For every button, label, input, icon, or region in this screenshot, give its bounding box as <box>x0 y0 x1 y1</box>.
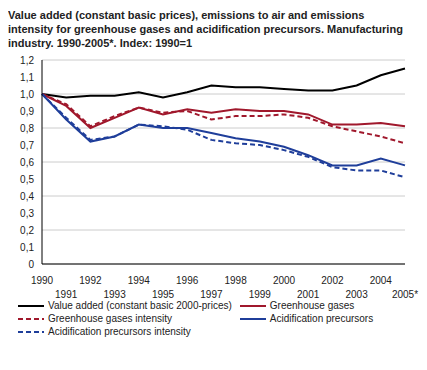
svg-text:1993: 1993 <box>103 289 126 300</box>
svg-text:0,3: 0,3 <box>20 208 34 219</box>
svg-text:0,7: 0,7 <box>20 140 34 151</box>
svg-text:1,0: 1,0 <box>20 89 34 100</box>
html-text:Acidification precursors inten: Acidification precursors intensity <box>48 326 191 337</box>
svg-text:2000: 2000 <box>273 275 296 286</box>
svg-text:1991: 1991 <box>55 289 78 300</box>
svg-text:1994: 1994 <box>128 275 151 286</box>
svg-text:2004: 2004 <box>370 275 393 286</box>
html-text:Greenhouse gases: Greenhouse gases <box>269 300 355 311</box>
html-text:Value added (constant basic pr: Value added (constant basic prices), emi… <box>8 9 403 49</box>
html-text:Acidification precursors: Acidification precursors <box>269 313 374 324</box>
svg-text:0,4: 0,4 <box>20 191 34 202</box>
svg-text:2002: 2002 <box>321 275 344 286</box>
svg-text:1990: 1990 <box>31 275 54 286</box>
svg-text:0,9: 0,9 <box>20 106 34 117</box>
svg-text:1992: 1992 <box>79 275 102 286</box>
svg-text:0,6: 0,6 <box>20 157 34 168</box>
svg-text:0,5: 0,5 <box>20 174 34 185</box>
svg-text:1995: 1995 <box>152 289 175 300</box>
html-text:Value added (constant basic 20: Value added (constant basic 2000-prices) <box>48 300 232 311</box>
svg-text:0,1: 0,1 <box>20 242 34 253</box>
svg-text:1997: 1997 <box>200 289 223 300</box>
svg-text:2003: 2003 <box>345 289 368 300</box>
svg-text:0,2: 0,2 <box>20 225 34 236</box>
svg-text:1999: 1999 <box>249 289 272 300</box>
svg-text:1,2: 1,2 <box>20 55 34 66</box>
svg-text:1996: 1996 <box>176 275 199 286</box>
svg-text:0,8: 0,8 <box>20 123 34 134</box>
svg-text:2001: 2001 <box>297 289 320 300</box>
svg-text:0: 0 <box>28 259 34 270</box>
svg-text:1,1: 1,1 <box>20 72 34 83</box>
svg-text:1998: 1998 <box>224 275 247 286</box>
html-text:Greenhouse gases intensity: Greenhouse gases intensity <box>48 313 172 324</box>
svg-text:2005*: 2005* <box>392 289 418 300</box>
